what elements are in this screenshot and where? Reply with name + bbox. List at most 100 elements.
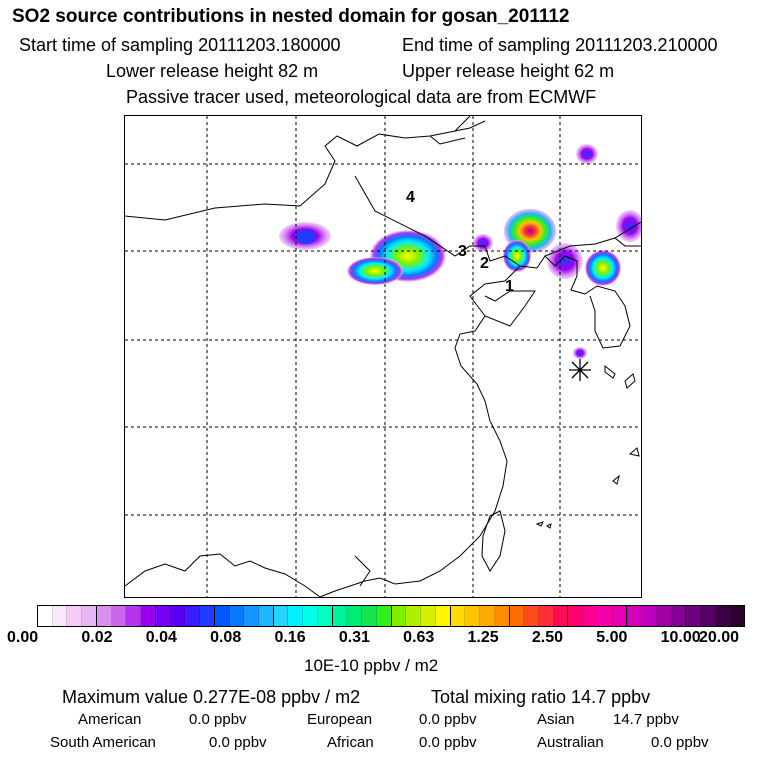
- source-name: South American: [50, 734, 156, 751]
- so2-plume-field: [279, 144, 641, 359]
- colorbar-segment: [524, 606, 539, 626]
- lat-lon-grid: [125, 116, 641, 597]
- colorbar-segment: [141, 606, 156, 626]
- colorbar-segment: [214, 606, 230, 626]
- colorbar-tick-label: 0.00: [7, 629, 39, 646]
- colorbar-segment: [656, 606, 672, 626]
- source-name: Australian: [537, 734, 604, 751]
- colorbar-segment: [701, 606, 716, 626]
- colorbar-segment: [288, 606, 304, 626]
- source-value: 14.7 ppbv: [613, 711, 679, 728]
- colorbar-segment: [538, 606, 554, 626]
- max-value-label: Maximum value 0.277E-08 ppbv / m2: [62, 687, 361, 707]
- colorbar-tick-label: 10.00: [660, 629, 701, 646]
- plume-patch: [585, 250, 621, 286]
- source-value: 0.0 ppbv: [189, 711, 247, 728]
- colorbar-segment: [82, 606, 97, 626]
- colorbar-unit: 10E-10 ppbv / m2: [304, 656, 439, 675]
- colorbar-segment: [273, 606, 289, 626]
- map-panel: 1 2 3 4: [124, 115, 642, 598]
- lower-release-label: Lower release height 82 m: [106, 61, 319, 81]
- colorbar-segment: [597, 606, 613, 626]
- colorbar-segment: [391, 606, 407, 626]
- plume-patch: [576, 144, 598, 164]
- colorbar-tick-label: 0.31: [338, 629, 370, 646]
- colorbar-tick-label: 0.63: [403, 629, 435, 646]
- colorbar-segment: [480, 606, 495, 626]
- source-value: 0.0 ppbv: [419, 711, 477, 728]
- source-name: American: [78, 711, 142, 728]
- colorbar-segment: [229, 606, 245, 626]
- source-value: 0.0 ppbv: [651, 734, 709, 751]
- colorbar-segment: [686, 606, 702, 626]
- colorbar-segment: [671, 606, 687, 626]
- plot-title: SO2 source contributions in nested domai…: [12, 6, 570, 27]
- colorbar: [37, 605, 745, 627]
- colorbar-ticks: 0.00 0.02 0.04 0.08 0.16 0.31 0.63 1.25 2.50 5.00…: [0, 629, 768, 649]
- colorbar-segment: [259, 606, 274, 626]
- colorbar-segment: [317, 606, 333, 626]
- colorbar-segment: [303, 606, 318, 626]
- colorbar-segment: [126, 606, 142, 626]
- colorbar-segment: [715, 606, 731, 626]
- asterisk-icon: [569, 359, 591, 381]
- region-label-2: 2: [480, 255, 489, 272]
- colorbar-segment: [406, 606, 422, 626]
- colorbar-segment: [568, 606, 584, 626]
- colorbar-tick-label: 5.00: [596, 629, 628, 646]
- colorbar-segment: [67, 606, 83, 626]
- region-label-1: 1: [505, 278, 514, 295]
- colorbar-tick-label: 0.08: [210, 629, 242, 646]
- upper-release-label: Upper release height 62 m: [402, 61, 615, 81]
- region-label-4: 4: [406, 189, 415, 206]
- source-name: African: [327, 734, 374, 751]
- colorbar-segment: [730, 606, 745, 626]
- colorbar-segment: [465, 606, 481, 626]
- source-value: 0.0 ppbv: [419, 734, 477, 751]
- colorbar-segment: [509, 606, 525, 626]
- colorbar-segment: [111, 606, 127, 626]
- map-canvas: 1 2 3 4: [125, 116, 641, 597]
- colorbar-segment: [583, 606, 598, 626]
- plume-patch: [473, 234, 493, 252]
- colorbar-segment: [200, 606, 215, 626]
- colorbar-segment: [553, 606, 569, 626]
- colorbar-segment: [642, 606, 657, 626]
- colorbar-tick-label: 0.16: [274, 629, 306, 646]
- coastline-borders: [125, 116, 641, 597]
- tracer-note: Passive tracer used, meteorological data…: [126, 87, 597, 107]
- colorbar-segment: [332, 606, 348, 626]
- colorbar-segment: [170, 606, 186, 626]
- plume-patch: [616, 210, 641, 242]
- total-mixing-label: Total mixing ratio 14.7 ppbv: [431, 687, 651, 707]
- colorbar-segment: [244, 606, 260, 626]
- colorbar-segment: [185, 606, 201, 626]
- colorbar-segment: [38, 606, 53, 626]
- colorbar-tick-label: 2.50: [531, 629, 564, 646]
- colorbar-tick-label: 1.25: [467, 629, 499, 646]
- colorbar-segment: [494, 606, 510, 626]
- plume-patch: [573, 347, 587, 359]
- colorbar-tick-label: 0.04: [145, 629, 177, 646]
- colorbar-tick-label: 20.00: [699, 629, 740, 646]
- colorbar-segment: [627, 606, 643, 626]
- colorbar-segment: [376, 606, 392, 626]
- colorbar-segment: [96, 606, 112, 626]
- start-time-label: Start time of sampling 20111203.180000: [19, 35, 341, 55]
- colorbar-segment: [362, 606, 377, 626]
- end-time-label: End time of sampling 20111203.210000: [402, 35, 718, 55]
- colorbar-segment: [450, 606, 466, 626]
- plume-patch: [296, 230, 316, 244]
- colorbar-segment: [612, 606, 628, 626]
- colorbar-segment: [347, 606, 363, 626]
- region-label-3: 3: [458, 243, 467, 260]
- plume-patch: [503, 240, 531, 272]
- colorbar-segment: [435, 606, 451, 626]
- colorbar-tick-label: 0.02: [81, 629, 113, 646]
- colorbar-segment: [421, 606, 436, 626]
- colorbar-segment: [155, 606, 171, 626]
- source-name: European: [307, 711, 373, 728]
- plume-patch: [347, 257, 403, 285]
- source-name: Asian: [537, 711, 575, 728]
- source-value: 0.0 ppbv: [209, 734, 267, 751]
